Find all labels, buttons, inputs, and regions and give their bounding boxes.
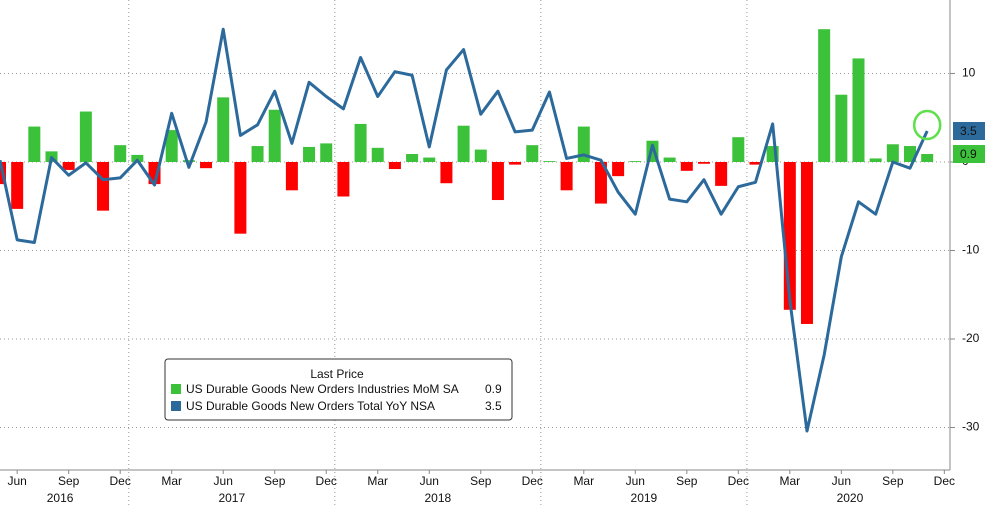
- highlight-circle: [912, 109, 942, 141]
- x-tick-label: Sep: [882, 474, 904, 488]
- legend-title: Last Price: [310, 367, 364, 381]
- value-tag: [953, 145, 985, 164]
- bar: [234, 161, 247, 234]
- year-label: 2019: [631, 491, 658, 505]
- year-label: 2018: [424, 491, 451, 505]
- x-tick-label: Sep: [470, 474, 492, 488]
- plot-area: [0, 27, 934, 433]
- x-tick-label: Jun: [7, 474, 26, 488]
- bar: [921, 154, 934, 162]
- grid: [0, 0, 950, 506]
- x-tick-label: Jun: [832, 474, 851, 488]
- value-tag: [953, 121, 985, 140]
- x-tick-label: Mar: [367, 474, 388, 488]
- legend-value: 0.9: [485, 382, 502, 396]
- legend: Last Price US Durable Goods New Orders I…: [164, 358, 513, 421]
- y-tick-label: -10: [962, 243, 980, 257]
- bar: [852, 58, 865, 162]
- bar: [680, 161, 693, 171]
- bar: [337, 161, 350, 197]
- bar: [406, 154, 419, 162]
- bar: [835, 94, 848, 162]
- bar: [217, 97, 230, 162]
- x-tick-label: Sep: [676, 474, 698, 488]
- bar: [62, 161, 75, 170]
- bar: [749, 161, 762, 165]
- year-label: 2016: [47, 491, 74, 505]
- bar: [320, 143, 333, 162]
- bar: [182, 160, 195, 162]
- bar: [509, 161, 522, 165]
- value-tag-label: 0.9: [960, 147, 977, 161]
- bar: [800, 161, 813, 324]
- bar: [11, 161, 24, 209]
- bar: [491, 161, 504, 201]
- bar: [268, 109, 281, 162]
- bar: [594, 161, 607, 204]
- bar: [869, 158, 882, 162]
- x-tick-label: Mar: [161, 474, 182, 488]
- bar: [388, 161, 401, 170]
- legend-label: US Durable Goods New Orders Industries M…: [186, 382, 459, 396]
- y-tick-label: -20: [962, 331, 980, 345]
- axes: 100-10-20-30JunSepDec2016MarJunSepDec201…: [7, 66, 985, 505]
- bar: [732, 137, 745, 162]
- legend-label: US Durable Goods New Orders Total YoY NS…: [186, 399, 435, 413]
- bar: [440, 161, 453, 184]
- y-tick-label: 10: [962, 66, 976, 80]
- x-tick-label: Dec: [522, 474, 543, 488]
- bar: [371, 147, 384, 162]
- bar: [354, 123, 367, 162]
- x-tick-label: Dec: [110, 474, 131, 488]
- bar: [663, 157, 676, 162]
- bar: [200, 161, 213, 169]
- x-tick-label: Mar: [573, 474, 594, 488]
- bar: [131, 154, 144, 162]
- x-tick-label: Jun: [214, 474, 233, 488]
- bar: [904, 146, 917, 162]
- bar: [97, 161, 110, 211]
- legend-value: 3.5: [485, 399, 502, 413]
- bar: [697, 161, 710, 164]
- bar: [251, 146, 264, 162]
- bar: [114, 145, 127, 162]
- bar: [303, 146, 316, 162]
- x-tick-label: Jun: [420, 474, 439, 488]
- year-label: 2020: [837, 491, 864, 505]
- bar: [423, 157, 436, 162]
- value-tag-label: 3.5: [960, 124, 977, 138]
- bar: [28, 126, 41, 162]
- bar: [543, 161, 556, 162]
- year-label: 2017: [218, 491, 245, 505]
- bar: [612, 161, 625, 177]
- bar: [79, 111, 92, 162]
- x-tick-label: Dec: [728, 474, 749, 488]
- bar: [560, 161, 573, 191]
- legend-swatch: [171, 401, 181, 411]
- bar: [457, 125, 470, 162]
- bar: [474, 149, 487, 162]
- bar: [165, 130, 178, 162]
- x-tick-label: Dec: [934, 474, 955, 488]
- bar: [285, 161, 298, 191]
- x-tick-label: Jun: [626, 474, 645, 488]
- bar: [886, 144, 899, 162]
- legend-swatch: [171, 384, 181, 394]
- x-tick-label: Mar: [779, 474, 800, 488]
- line: [0, 27, 929, 433]
- x-tick-label: Sep: [264, 474, 286, 488]
- bar: [577, 126, 590, 162]
- bar: [629, 161, 642, 162]
- bar: [715, 161, 728, 186]
- bar: [818, 29, 831, 162]
- legend-box: [164, 358, 513, 421]
- bar: [526, 145, 539, 162]
- y-tick-label: -30: [962, 420, 980, 434]
- x-tick-label: Sep: [58, 474, 80, 488]
- x-tick-label: Dec: [316, 474, 337, 488]
